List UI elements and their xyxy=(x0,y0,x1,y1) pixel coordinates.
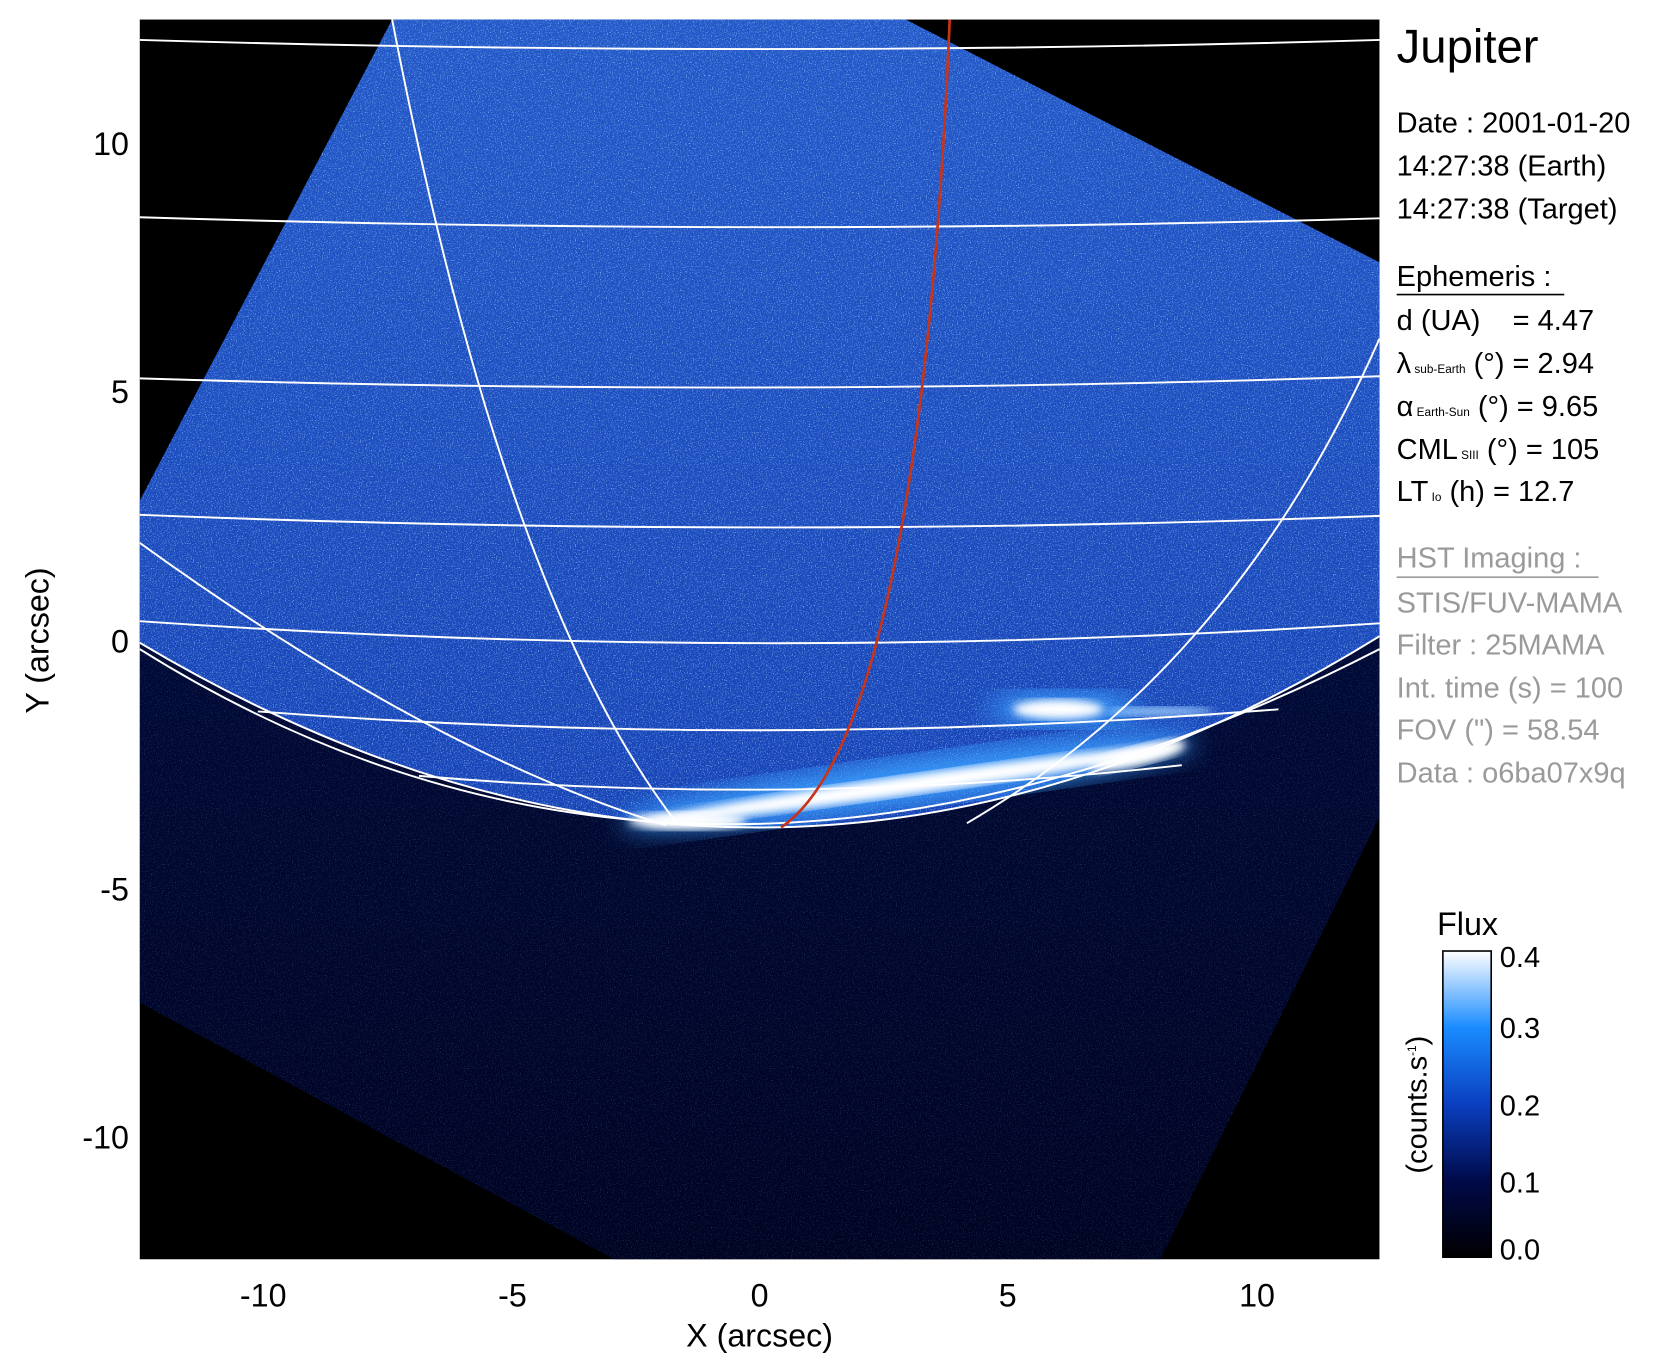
y-tick-label: 5 xyxy=(111,374,129,410)
dataset-text: Data : o6ba07x9q xyxy=(1397,757,1626,789)
colorbar-tick-label: 0.1 xyxy=(1500,1168,1540,1200)
x-tick-label: 10 xyxy=(1239,1278,1275,1314)
y-tick-label: 10 xyxy=(93,126,129,162)
sub-earth-longitude-text: λ sub-Earth (°) = 2.94 xyxy=(1397,348,1594,380)
y-tick-label: 0 xyxy=(111,623,129,659)
colorbar-tick-label: 0.4 xyxy=(1500,942,1540,974)
ephemeris-header: Ephemeris : xyxy=(1397,261,1552,293)
colorbar-unit-label: (counts.s-1) xyxy=(1402,1036,1434,1174)
y-tick-label: -10 xyxy=(82,1120,129,1156)
local-time-io-text: LT Io (h) = 12.7 xyxy=(1397,476,1575,508)
latitude-longitude-grid xyxy=(139,19,1380,829)
hst-imaging-header: HST Imaging : xyxy=(1397,542,1582,574)
colorbar-tick-label: 0.2 xyxy=(1500,1090,1540,1122)
date-text: Date : 2001-01-20 xyxy=(1397,107,1631,139)
distance-text: d (UA) = 4.47 xyxy=(1397,305,1594,337)
x-tick-label: 0 xyxy=(751,1278,769,1314)
x-tick-label: -5 xyxy=(498,1278,527,1314)
colorbar-gradient xyxy=(1442,950,1493,1259)
cml-text: CML SIII (°) = 105 xyxy=(1397,434,1600,466)
fov-text: FOV (") = 58.54 xyxy=(1397,714,1600,746)
image-plot-area xyxy=(139,19,1380,1260)
phase-angle-text: α Earth-Sun (°) = 9.65 xyxy=(1397,391,1599,423)
time-earth-text: 14:27:38 (Earth) xyxy=(1397,150,1607,182)
info-panel: Jupiter Date : 2001-01-20 14:27:38 (Eart… xyxy=(1397,21,1631,790)
central-meridian-line xyxy=(780,19,952,829)
time-target-text: 14:27:38 (Target) xyxy=(1397,193,1618,225)
colorbar: Flux 0.4 0.3 0.2 0.1 0.0 (counts.s-1) xyxy=(1402,906,1540,1266)
target-title: Jupiter xyxy=(1397,21,1539,74)
x-tick-label: 5 xyxy=(999,1278,1017,1314)
y-tick-label: -5 xyxy=(100,872,129,908)
x-tick-label: -10 xyxy=(240,1278,287,1314)
colorbar-tick-label: 0.3 xyxy=(1500,1013,1540,1045)
y-axis-label: Y (arcsec) xyxy=(19,567,55,713)
y-axis: 10 5 0 -5 -10 Y (arcsec) xyxy=(19,126,129,1156)
colorbar-title: Flux xyxy=(1437,906,1498,942)
instrument-text: STIS/FUV-MAMA xyxy=(1397,588,1623,620)
hst-image-data xyxy=(139,19,1380,1260)
x-axis: -10 -5 0 5 10 X (arcsec) xyxy=(240,1278,1275,1354)
integration-time-text: Int. time (s) = 100 xyxy=(1397,672,1623,704)
x-axis-label: X (arcsec) xyxy=(686,1317,833,1353)
filter-text: Filter : 25MAMA xyxy=(1397,629,1606,661)
colorbar-tick-label: 0.0 xyxy=(1500,1234,1540,1266)
